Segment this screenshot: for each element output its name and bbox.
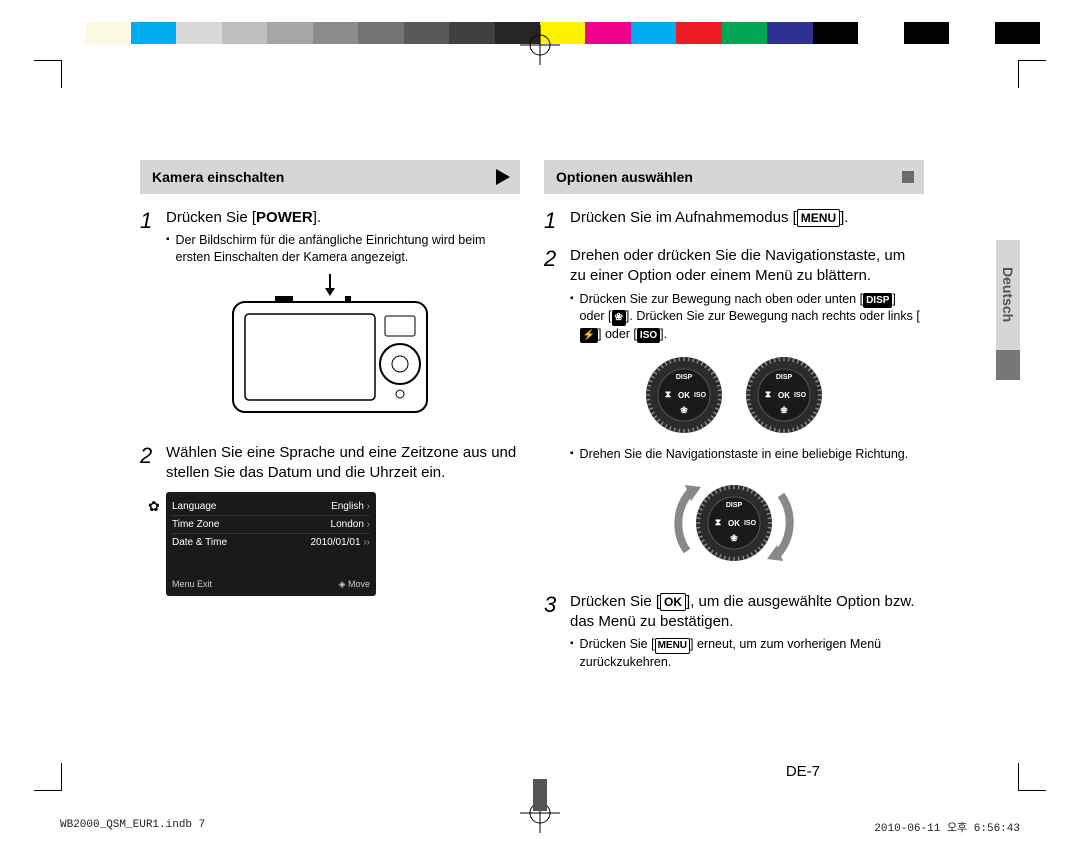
footer-marker: [533, 779, 547, 811]
nav-dial-icon: DISP ⧗ OK ISO ❀: [742, 353, 826, 442]
lcd-row: LanguageEnglish: [172, 498, 370, 516]
step-number: 3: [544, 592, 570, 671]
lcd-row: Date & Time2010/01/01: [172, 534, 370, 551]
svg-text:❀: ❀: [730, 533, 738, 543]
flash-icon: ⚡: [580, 328, 598, 344]
svg-text:ISO: ISO: [744, 520, 757, 527]
macro-icon: ❀: [612, 310, 626, 326]
r-step1-post: ].: [840, 209, 848, 226]
step-3-right: 3 Drücken Sie [OK], um die ausgewählte O…: [544, 592, 924, 671]
svg-text:DISP: DISP: [726, 502, 743, 509]
banner-right-title: Optionen auswählen: [556, 169, 693, 185]
left-column: Kamera einschalten 1 Drücken Sie [POWER]…: [140, 160, 520, 671]
footer-filename: WB2000_QSM_EUR1.indb 7: [60, 819, 205, 835]
nav-dial-rotate: DISP ⧗ OK ISO ❀: [544, 473, 924, 578]
lcd-footer-right: ◈ Move: [339, 579, 370, 590]
banner-right: Optionen auswählen: [544, 160, 924, 194]
svg-text:⧗: ⧗: [665, 389, 671, 399]
step-number: 1: [140, 208, 166, 266]
step1-text-pre: Drücken Sie [: [166, 209, 256, 226]
lcd-row: Time ZoneLondon: [172, 516, 370, 534]
page-number: DE-7: [786, 763, 820, 780]
banner-left: Kamera einschalten: [140, 160, 520, 194]
right-column: Optionen auswählen 1 Drücken Sie im Aufn…: [544, 160, 924, 671]
svg-text:❀: ❀: [680, 405, 688, 415]
crop-mark: [22, 60, 62, 100]
crop-mark: [1018, 751, 1058, 791]
language-tab-label: Deutsch: [1000, 267, 1016, 322]
triangle-right-icon: [496, 169, 510, 188]
crop-mark: [1018, 60, 1058, 100]
svg-text:ISO: ISO: [694, 392, 707, 399]
nav-dial-icon: DISP ⧗ OK ISO ❀: [642, 353, 726, 442]
step-number: 2: [140, 443, 166, 484]
svg-text:ISO: ISO: [794, 392, 807, 399]
svg-text:⧗: ⧗: [765, 389, 771, 399]
svg-text:⧗: ⧗: [715, 517, 721, 527]
banner-left-title: Kamera einschalten: [152, 169, 284, 185]
step-1-right: 1 Drücken Sie im Aufnahmemodus [MENU].: [544, 208, 924, 232]
svg-text:❀: ❀: [780, 405, 788, 415]
nav-dials-row: DISP ⧗ OK ISO ❀ DISP ⧗ OK ISO ❀: [544, 353, 924, 442]
gear-icon: ✿: [148, 498, 160, 515]
stop-square-icon: [902, 171, 914, 183]
r-step1-pre: Drücken Sie im Aufnahmemodus [: [570, 209, 797, 226]
r-step2-text: Drehen oder drücken Sie die Navigationst…: [570, 247, 905, 284]
step-number: 2: [544, 246, 570, 343]
r-step3-bullet: Drücken Sie [MENU] erneut, um zum vorher…: [570, 636, 924, 670]
power-button-label: POWER: [256, 209, 313, 226]
r-step2-bullet2: Drehen Sie die Navigationstaste in eine …: [570, 446, 924, 463]
page-content: Kamera einschalten 1 Drücken Sie [POWER]…: [140, 160, 940, 800]
svg-text:OK: OK: [678, 391, 690, 400]
step-2-left: 2 Wählen Sie eine Sprache und eine Zeitz…: [140, 443, 520, 484]
registration-mark-top: [520, 25, 560, 65]
language-tab-stub: [996, 350, 1020, 380]
step-number: 1: [544, 208, 570, 232]
disp-icon: DISP: [863, 293, 892, 309]
crop-mark: [22, 751, 62, 791]
step1-bullet: Der Bildschirm für die anfängliche Einri…: [166, 232, 520, 266]
ok-button-label: OK: [660, 593, 686, 611]
language-tab: Deutsch: [996, 240, 1020, 350]
footer-timestamp: 2010-06-11 오후 6:56:43: [874, 819, 1020, 835]
svg-text:DISP: DISP: [776, 374, 793, 381]
svg-text:OK: OK: [778, 391, 790, 400]
svg-text:OK: OK: [728, 519, 740, 528]
iso-icon: ISO: [637, 328, 660, 344]
step-1-left: 1 Drücken Sie [POWER]. Der Bildschirm fü…: [140, 208, 520, 266]
r-step3-pre: Drücken Sie [: [570, 593, 660, 610]
menu-button-label: MENU: [797, 209, 840, 227]
svg-text:DISP: DISP: [676, 374, 693, 381]
menu-button-label: MENU: [655, 638, 690, 654]
print-footer: WB2000_QSM_EUR1.indb 7 2010-06-11 오후 6:5…: [60, 819, 1020, 835]
step2-text: Wählen Sie eine Sprache und eine Zeitzon…: [166, 444, 516, 481]
step-2-right: 2 Drehen oder drücken Sie die Navigation…: [544, 246, 924, 343]
step1-text-post: ].: [313, 209, 321, 226]
camera-illustration: [140, 274, 520, 429]
lcd-settings-mockup: ✿ LanguageEnglishTime ZoneLondonDate & T…: [166, 492, 376, 596]
r-step2-bullet1: Drücken Sie zur Bewegung nach oben oder …: [570, 291, 924, 344]
lcd-footer-left: Menu Exit: [172, 579, 212, 590]
